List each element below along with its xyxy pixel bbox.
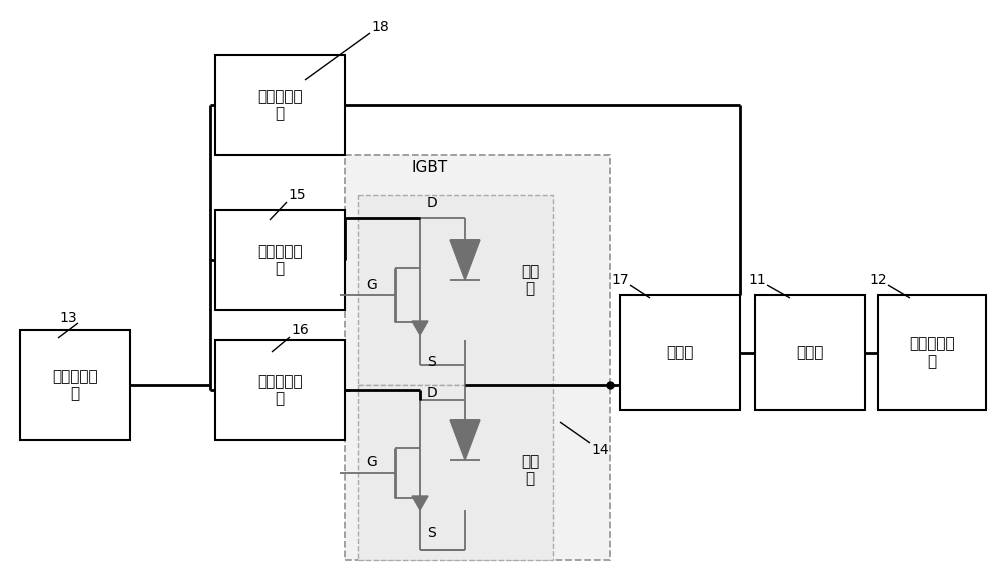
Text: 13: 13 bbox=[59, 311, 77, 325]
Text: S: S bbox=[428, 355, 436, 369]
Text: 第二控制电
路: 第二控制电 路 bbox=[257, 374, 303, 406]
Text: 第一控制电
路: 第一控制电 路 bbox=[257, 244, 303, 276]
Text: 12: 12 bbox=[869, 273, 887, 287]
Bar bbox=[620, 295, 740, 410]
Polygon shape bbox=[412, 496, 428, 510]
Text: G: G bbox=[367, 278, 377, 292]
Bar bbox=[358, 385, 553, 560]
Text: 第二接口电
路: 第二接口电 路 bbox=[52, 369, 98, 401]
Bar bbox=[878, 295, 986, 410]
Text: D: D bbox=[427, 386, 437, 400]
Polygon shape bbox=[412, 321, 428, 335]
Bar bbox=[20, 330, 130, 440]
Text: S: S bbox=[428, 526, 436, 540]
Bar bbox=[345, 155, 610, 560]
Text: 15: 15 bbox=[288, 188, 306, 202]
Text: 16: 16 bbox=[291, 323, 309, 337]
Text: G: G bbox=[367, 455, 377, 469]
Polygon shape bbox=[450, 420, 480, 460]
Text: 14: 14 bbox=[591, 443, 609, 457]
Text: IGBT: IGBT bbox=[412, 161, 448, 175]
Bar bbox=[358, 195, 553, 385]
Text: 熔断器: 熔断器 bbox=[666, 345, 694, 360]
Bar bbox=[215, 55, 345, 155]
Text: D: D bbox=[427, 196, 437, 210]
Text: 17: 17 bbox=[611, 273, 629, 287]
Text: 第一接口电
路: 第一接口电 路 bbox=[909, 336, 955, 369]
Text: 上桥
臂: 上桥 臂 bbox=[521, 264, 539, 296]
Bar bbox=[755, 295, 865, 410]
Polygon shape bbox=[450, 240, 480, 280]
Bar bbox=[215, 340, 345, 440]
Text: 电抗器: 电抗器 bbox=[796, 345, 824, 360]
Text: 第三控制电
路: 第三控制电 路 bbox=[257, 89, 303, 121]
Bar bbox=[215, 210, 345, 310]
Text: 18: 18 bbox=[371, 20, 389, 34]
Text: 11: 11 bbox=[748, 273, 766, 287]
Text: 下桥
臂: 下桥 臂 bbox=[521, 454, 539, 486]
